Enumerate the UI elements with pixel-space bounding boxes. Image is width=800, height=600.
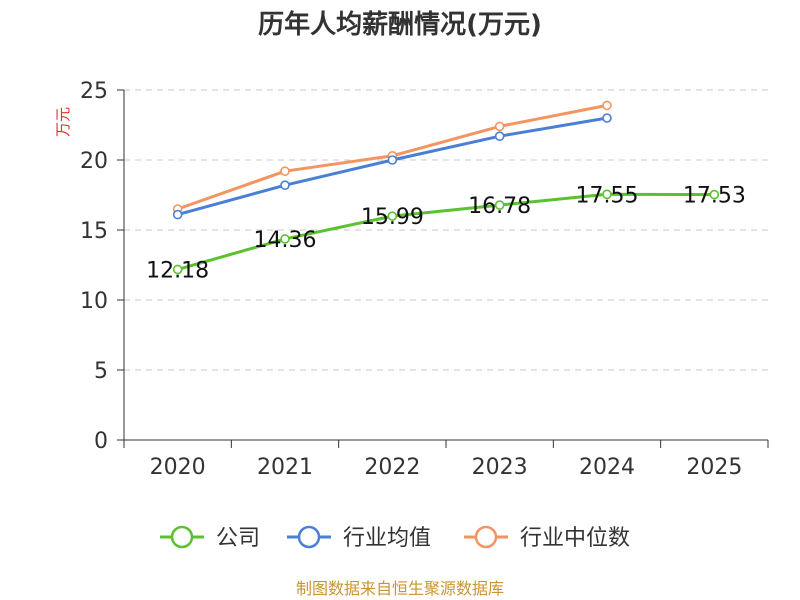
legend-item-0[interactable]: 公司: [160, 525, 260, 551]
legend-swatch-marker: [297, 525, 321, 549]
data-label: 16.78: [468, 194, 531, 219]
series-0: [172, 189, 720, 275]
x-tick-label-2024: 2024: [579, 455, 635, 480]
x-tick-label-2021: 2021: [257, 455, 313, 480]
legend-label: 公司: [216, 526, 260, 551]
data-point: [602, 189, 612, 200]
data-point: [602, 100, 612, 111]
y-tick-label-20: 20: [80, 149, 108, 174]
series-lines: [172, 100, 720, 275]
legend-item-1[interactable]: 行业均值: [287, 525, 431, 551]
data-point: [172, 264, 183, 275]
legend: 公司 行业均值 行业中位数: [160, 525, 630, 551]
data-point: [172, 209, 183, 220]
x-tick-label-2022: 2022: [364, 455, 420, 480]
data-point: [280, 234, 290, 244]
legend-swatch-marker: [474, 525, 498, 549]
data-point: [387, 155, 398, 165]
data-point: [387, 211, 398, 221]
x-tick-label-2020: 2020: [150, 455, 206, 480]
y-tick-label-10: 10: [80, 289, 108, 314]
data-label: 14.36: [254, 228, 317, 253]
x-tick-label-2023: 2023: [472, 455, 528, 480]
data-point: [709, 189, 720, 200]
legend-label: 行业中位数: [520, 526, 630, 551]
data-point: [494, 121, 505, 132]
data-labels: 12.18 14.36 15.99 16.78 17.55 17.53: [146, 183, 746, 283]
data-label: 12.18: [146, 258, 209, 283]
grid-lines: [124, 89, 768, 371]
y-axis-label: 万元: [54, 107, 72, 137]
y-tick-label-15: 15: [80, 219, 108, 244]
data-point: [280, 166, 290, 176]
data-point: [494, 200, 505, 210]
data-label: 15.99: [361, 205, 424, 230]
y-tick-label-0: 0: [94, 429, 108, 454]
source-note: 制图数据来自恒生聚源数据库: [296, 579, 504, 598]
data-label: 17.53: [683, 184, 746, 209]
y-tick-label-5: 5: [94, 359, 108, 384]
legend-label: 行业均值: [343, 526, 431, 551]
data-point: [602, 113, 612, 123]
legend-item-2[interactable]: 行业中位数: [464, 525, 630, 551]
series-1: [172, 113, 612, 220]
x-tick-label-2025: 2025: [686, 455, 742, 480]
chart-title: 历年人均薪酬情况(万元): [258, 9, 542, 40]
legend-swatch-marker: [170, 525, 194, 549]
series-line-0: [177, 192, 715, 271]
data-point: [494, 131, 505, 141]
data-point: [280, 180, 290, 190]
y-tick-label-25: 25: [80, 79, 108, 104]
data-label: 17.55: [576, 183, 639, 208]
